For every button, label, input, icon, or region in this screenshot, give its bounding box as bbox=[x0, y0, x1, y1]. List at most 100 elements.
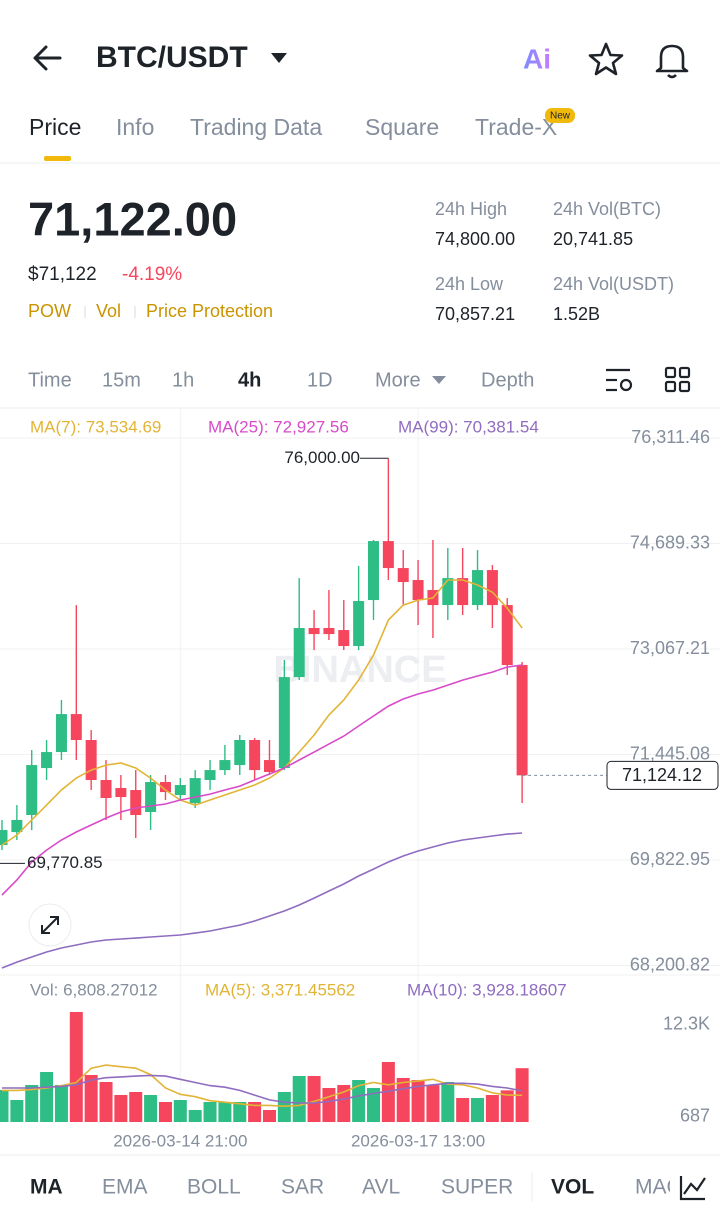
candle-body bbox=[397, 568, 409, 583]
y-tick-label: 73,067.21 bbox=[630, 638, 710, 658]
volume-bar bbox=[158, 1101, 172, 1122]
candle-body bbox=[159, 782, 171, 793]
last-price: 71,122.00 bbox=[28, 192, 237, 245]
price-change: -4.19% bbox=[122, 264, 182, 285]
candle-body bbox=[472, 570, 484, 606]
indicator-tab[interactable]: EMA bbox=[102, 1176, 148, 1199]
low-label: 69,770.85 bbox=[27, 853, 103, 872]
ma-line bbox=[2, 1064, 523, 1108]
y-tick-label: 687 bbox=[680, 1105, 710, 1125]
legend-entry: MA(10): 3,928.18607 bbox=[407, 980, 567, 999]
candle-body bbox=[234, 740, 246, 766]
stat-label: 24h Vol(BTC) bbox=[553, 199, 661, 219]
indicator-tab[interactable]: AVL bbox=[362, 1176, 400, 1199]
volume-bar bbox=[203, 1101, 217, 1122]
volume-bar bbox=[54, 1084, 68, 1122]
interval-tab[interactable]: 1D bbox=[307, 369, 333, 391]
interval-tab[interactable]: 15m bbox=[102, 369, 141, 391]
tag[interactable]: POW bbox=[28, 301, 71, 321]
tab[interactable]: Trading Data bbox=[190, 114, 322, 140]
volume-bar bbox=[40, 1071, 54, 1122]
candle-body bbox=[145, 782, 157, 813]
stat-value: 70,857.21 bbox=[435, 304, 515, 324]
candle-body bbox=[486, 570, 498, 606]
candle-body bbox=[174, 785, 186, 796]
volume-bar bbox=[10, 1099, 24, 1122]
fiat-price: $71,122 bbox=[28, 264, 97, 285]
tab[interactable]: Price bbox=[29, 114, 81, 140]
stat-label: 24h Low bbox=[435, 274, 504, 294]
candle-body bbox=[219, 760, 231, 771]
fullscreen-icon bbox=[41, 916, 59, 934]
volume-title: Vol: 6,808.27012 bbox=[30, 980, 158, 999]
candle-body bbox=[0, 830, 8, 846]
ma-line bbox=[1, 579, 523, 846]
tab[interactable]: Info bbox=[116, 114, 154, 140]
volume-bar bbox=[485, 1094, 499, 1122]
indicator-tab[interactable]: SAR bbox=[281, 1176, 324, 1199]
volume-bar bbox=[173, 1099, 187, 1122]
volume-bar bbox=[262, 1109, 276, 1122]
ai-button[interactable]: Ai bbox=[523, 43, 551, 74]
volume-bar bbox=[233, 1101, 247, 1122]
volume-bar bbox=[188, 1109, 202, 1122]
y-tick-label: 69,822.95 bbox=[630, 849, 710, 869]
ma-line bbox=[2, 1074, 523, 1104]
legend-entry: MA(25): 72,927.56 bbox=[208, 417, 349, 436]
volume-bar bbox=[396, 1077, 410, 1122]
favorite-button[interactable] bbox=[588, 42, 624, 76]
last-price-label: 71,124.12 bbox=[622, 765, 702, 785]
volume-bar bbox=[441, 1081, 455, 1122]
tab[interactable]: Trade-X bbox=[475, 114, 557, 140]
stat-value: 20,741.85 bbox=[553, 229, 633, 249]
candle-body bbox=[308, 628, 320, 635]
legend-entry: MA(99): 70,381.54 bbox=[398, 417, 539, 436]
volume-bar bbox=[248, 1101, 262, 1122]
volume-bar bbox=[471, 1097, 485, 1122]
volume-bar bbox=[292, 1075, 306, 1122]
indicator-tab[interactable]: VOL bbox=[551, 1176, 594, 1199]
chart-settings-button[interactable] bbox=[679, 1176, 706, 1201]
volume-bar bbox=[0, 1089, 9, 1122]
stat-value: 74,800.00 bbox=[435, 229, 515, 249]
stat-label: 24h Vol(USDT) bbox=[553, 274, 674, 294]
layout-button[interactable] bbox=[664, 366, 691, 393]
pair-title[interactable]: BTC/USDT bbox=[96, 41, 248, 74]
volume-bar bbox=[456, 1097, 470, 1122]
indicator-settings-button[interactable] bbox=[606, 368, 633, 392]
interval-tab[interactable]: 4h bbox=[238, 369, 261, 391]
volume-bar bbox=[352, 1079, 366, 1122]
pair-caret[interactable] bbox=[271, 53, 287, 63]
indicator-tab[interactable]: MA bbox=[30, 1176, 63, 1199]
last-price-box bbox=[606, 760, 719, 790]
alert-button[interactable] bbox=[655, 44, 689, 79]
tab[interactable]: Square bbox=[365, 114, 439, 140]
indicator-tab[interactable]: SUPER bbox=[441, 1176, 513, 1199]
candle-body bbox=[412, 580, 424, 601]
interval-tab[interactable]: Time bbox=[28, 369, 72, 391]
tag[interactable]: Vol bbox=[96, 301, 121, 321]
candle-body bbox=[338, 630, 350, 647]
more-caret[interactable] bbox=[432, 376, 446, 384]
candle-body bbox=[11, 820, 23, 833]
interval-tab[interactable]: More bbox=[375, 369, 421, 391]
ma-line bbox=[1, 832, 523, 969]
volume-bar bbox=[129, 1091, 143, 1122]
volume-bar bbox=[99, 1081, 113, 1122]
candle-body bbox=[204, 770, 216, 781]
interval-tab[interactable]: Depth bbox=[481, 369, 534, 391]
interval-tab[interactable]: 1h bbox=[172, 369, 194, 391]
candle-body bbox=[278, 677, 290, 769]
indicator-tab[interactable]: BOLL bbox=[187, 1176, 241, 1199]
candle-body bbox=[323, 628, 335, 635]
volume-bar bbox=[411, 1079, 425, 1122]
high-label: 76,000.00 bbox=[284, 448, 360, 467]
tag[interactable]: Price Protection bbox=[146, 301, 273, 321]
back-button[interactable] bbox=[33, 45, 62, 71]
volume-bar bbox=[144, 1094, 158, 1122]
candle-body bbox=[457, 578, 469, 606]
volume-bar bbox=[307, 1075, 321, 1122]
y-tick-label: 74,689.33 bbox=[630, 532, 710, 552]
tab-indicator bbox=[44, 156, 71, 161]
y-tick-label: 71,445.08 bbox=[630, 743, 710, 763]
